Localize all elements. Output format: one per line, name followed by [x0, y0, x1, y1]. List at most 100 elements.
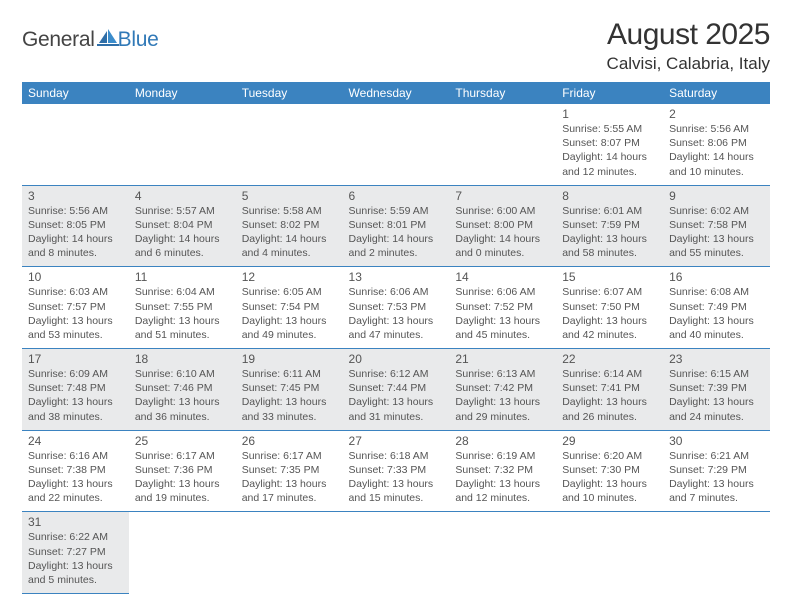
day-number: 2 [669, 107, 764, 121]
sunrise: Sunrise: 6:13 AM [455, 367, 550, 381]
dayname-cell: Saturday [663, 82, 770, 104]
calendar-empty [663, 512, 770, 594]
sunset: Sunset: 8:07 PM [562, 136, 657, 150]
calendar-empty [449, 104, 556, 185]
sunrise: Sunrise: 6:17 AM [242, 449, 337, 463]
day-info: Sunrise: 6:12 AMSunset: 7:44 PMDaylight:… [349, 367, 444, 424]
calendar-day: 12Sunrise: 6:05 AMSunset: 7:54 PMDayligh… [236, 267, 343, 349]
daylight: Daylight: 14 hours and 6 minutes. [135, 232, 230, 260]
calendar-day: 8Sunrise: 6:01 AMSunset: 7:59 PMDaylight… [556, 185, 663, 267]
sunset: Sunset: 7:49 PM [669, 300, 764, 314]
calendar-day: 19Sunrise: 6:11 AMSunset: 7:45 PMDayligh… [236, 349, 343, 431]
sunset: Sunset: 8:01 PM [349, 218, 444, 232]
day-number: 11 [135, 270, 230, 284]
calendar-empty [343, 512, 450, 594]
daylight: Daylight: 13 hours and 47 minutes. [349, 314, 444, 342]
calendar-day: 1Sunrise: 5:55 AMSunset: 8:07 PMDaylight… [556, 104, 663, 185]
sunset: Sunset: 7:46 PM [135, 381, 230, 395]
calendar-day: 9Sunrise: 6:02 AMSunset: 7:58 PMDaylight… [663, 185, 770, 267]
dayname-cell: Thursday [449, 82, 556, 104]
day-number: 31 [28, 515, 123, 529]
calendar-day: 14Sunrise: 6:06 AMSunset: 7:52 PMDayligh… [449, 267, 556, 349]
daylight: Daylight: 13 hours and 36 minutes. [135, 395, 230, 423]
calendar-day: 20Sunrise: 6:12 AMSunset: 7:44 PMDayligh… [343, 349, 450, 431]
day-info: Sunrise: 6:01 AMSunset: 7:59 PMDaylight:… [562, 204, 657, 261]
day-number: 9 [669, 189, 764, 203]
day-info: Sunrise: 5:56 AMSunset: 8:06 PMDaylight:… [669, 122, 764, 179]
day-number: 28 [455, 434, 550, 448]
sunset: Sunset: 7:57 PM [28, 300, 123, 314]
daylight: Daylight: 14 hours and 2 minutes. [349, 232, 444, 260]
sunset: Sunset: 7:32 PM [455, 463, 550, 477]
daylight: Daylight: 14 hours and 10 minutes. [669, 150, 764, 178]
day-info: Sunrise: 6:15 AMSunset: 7:39 PMDaylight:… [669, 367, 764, 424]
daylight: Daylight: 13 hours and 12 minutes. [455, 477, 550, 505]
calendar-day: 11Sunrise: 6:04 AMSunset: 7:55 PMDayligh… [129, 267, 236, 349]
sunset: Sunset: 7:29 PM [669, 463, 764, 477]
daylight: Daylight: 13 hours and 51 minutes. [135, 314, 230, 342]
daylight: Daylight: 13 hours and 58 minutes. [562, 232, 657, 260]
daylight: Daylight: 14 hours and 12 minutes. [562, 150, 657, 178]
dayname-cell: Tuesday [236, 82, 343, 104]
sunset: Sunset: 7:39 PM [669, 381, 764, 395]
day-info: Sunrise: 5:58 AMSunset: 8:02 PMDaylight:… [242, 204, 337, 261]
sunrise: Sunrise: 6:08 AM [669, 285, 764, 299]
daylight: Daylight: 13 hours and 17 minutes. [242, 477, 337, 505]
calendar-empty [556, 512, 663, 594]
sunrise: Sunrise: 6:10 AM [135, 367, 230, 381]
calendar-week: 17Sunrise: 6:09 AMSunset: 7:48 PMDayligh… [22, 349, 770, 431]
calendar-day: 23Sunrise: 6:15 AMSunset: 7:39 PMDayligh… [663, 349, 770, 431]
daylight: Daylight: 13 hours and 33 minutes. [242, 395, 337, 423]
sunset: Sunset: 7:59 PM [562, 218, 657, 232]
logo-text-blue: Blue [118, 28, 159, 52]
location: Calvisi, Calabria, Italy [607, 54, 770, 74]
day-info: Sunrise: 6:10 AMSunset: 7:46 PMDaylight:… [135, 367, 230, 424]
calendar-table: SundayMondayTuesdayWednesdayThursdayFrid… [22, 82, 770, 594]
calendar-empty [129, 104, 236, 185]
sunset: Sunset: 7:44 PM [349, 381, 444, 395]
daylight: Daylight: 13 hours and 42 minutes. [562, 314, 657, 342]
sunset: Sunset: 8:05 PM [28, 218, 123, 232]
sunrise: Sunrise: 6:06 AM [349, 285, 444, 299]
calendar-day: 27Sunrise: 6:18 AMSunset: 7:33 PMDayligh… [343, 430, 450, 512]
daylight: Daylight: 13 hours and 22 minutes. [28, 477, 123, 505]
sunset: Sunset: 7:30 PM [562, 463, 657, 477]
daylight: Daylight: 13 hours and 31 minutes. [349, 395, 444, 423]
calendar-week: 24Sunrise: 6:16 AMSunset: 7:38 PMDayligh… [22, 430, 770, 512]
logo-text-general: General [22, 28, 95, 52]
sunset: Sunset: 7:41 PM [562, 381, 657, 395]
sunrise: Sunrise: 5:56 AM [28, 204, 123, 218]
calendar-day: 21Sunrise: 6:13 AMSunset: 7:42 PMDayligh… [449, 349, 556, 431]
daylight: Daylight: 13 hours and 40 minutes. [669, 314, 764, 342]
day-info: Sunrise: 6:21 AMSunset: 7:29 PMDaylight:… [669, 449, 764, 506]
calendar-week: 10Sunrise: 6:03 AMSunset: 7:57 PMDayligh… [22, 267, 770, 349]
day-number: 19 [242, 352, 337, 366]
day-info: Sunrise: 5:57 AMSunset: 8:04 PMDaylight:… [135, 204, 230, 261]
sunset: Sunset: 7:54 PM [242, 300, 337, 314]
calendar-week: 31Sunrise: 6:22 AMSunset: 7:27 PMDayligh… [22, 512, 770, 594]
title-block: August 2025 Calvisi, Calabria, Italy [607, 18, 770, 74]
sunset: Sunset: 7:53 PM [349, 300, 444, 314]
daylight: Daylight: 13 hours and 49 minutes. [242, 314, 337, 342]
dayname-cell: Sunday [22, 82, 129, 104]
sunrise: Sunrise: 6:03 AM [28, 285, 123, 299]
calendar-week: 3Sunrise: 5:56 AMSunset: 8:05 PMDaylight… [22, 185, 770, 267]
day-number: 25 [135, 434, 230, 448]
sunset: Sunset: 8:00 PM [455, 218, 550, 232]
sunset: Sunset: 7:55 PM [135, 300, 230, 314]
day-number: 27 [349, 434, 444, 448]
calendar-day: 7Sunrise: 6:00 AMSunset: 8:00 PMDaylight… [449, 185, 556, 267]
sunrise: Sunrise: 6:09 AM [28, 367, 123, 381]
day-info: Sunrise: 6:06 AMSunset: 7:53 PMDaylight:… [349, 285, 444, 342]
sunset: Sunset: 8:06 PM [669, 136, 764, 150]
calendar-day: 10Sunrise: 6:03 AMSunset: 7:57 PMDayligh… [22, 267, 129, 349]
calendar-day: 18Sunrise: 6:10 AMSunset: 7:46 PMDayligh… [129, 349, 236, 431]
day-number: 7 [455, 189, 550, 203]
daylight: Daylight: 13 hours and 7 minutes. [669, 477, 764, 505]
calendar-day: 24Sunrise: 6:16 AMSunset: 7:38 PMDayligh… [22, 430, 129, 512]
dayname-cell: Monday [129, 82, 236, 104]
sunrise: Sunrise: 6:00 AM [455, 204, 550, 218]
sunset: Sunset: 7:36 PM [135, 463, 230, 477]
day-number: 22 [562, 352, 657, 366]
day-number: 16 [669, 270, 764, 284]
